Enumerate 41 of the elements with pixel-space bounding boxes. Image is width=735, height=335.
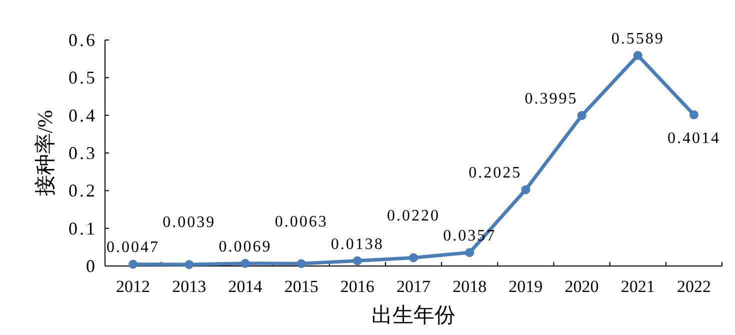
x-tick-label: 2015 [284, 277, 318, 296]
x-tick-label: 2020 [564, 277, 599, 296]
y-tick-label: 0.5 [68, 68, 97, 88]
point [633, 50, 642, 60]
x-tick-label: 2019 [508, 277, 543, 296]
data-label: 0.0063 [274, 213, 328, 230]
data-label: 0.0069 [218, 238, 272, 256]
point [184, 260, 194, 270]
data-label: 0.0039 [162, 214, 216, 232]
x-tick-label: 2012 [116, 277, 150, 296]
point [465, 248, 474, 258]
x-axis-title: 出生年份 [372, 303, 456, 327]
x-tick-label: 2017 [396, 277, 431, 296]
data-label: 0.0220 [387, 208, 440, 225]
x-tick-label: 2016 [340, 277, 374, 296]
y-tick-label: 0.1 [68, 218, 97, 238]
data-label: 0.0047 [106, 239, 160, 256]
point [577, 111, 586, 120]
point [128, 260, 138, 269]
data-label: 0.3995 [524, 90, 578, 108]
data-label: 0.0138 [330, 236, 384, 253]
y-tick-label: 0.4 [68, 105, 97, 126]
x-tick-label: 2021 [620, 277, 655, 296]
x-tick-label: 2018 [452, 277, 487, 296]
point [240, 258, 250, 268]
y-tick-label: 0 [86, 256, 97, 276]
x-tick-label: 2014 [228, 277, 263, 296]
data-label: 0.5589 [611, 30, 664, 48]
y-tick-label: 0.2 [68, 180, 97, 201]
y-tick-label: 0.6 [68, 30, 97, 50]
data-label: 0.4014 [667, 130, 720, 147]
point [521, 185, 530, 194]
point [296, 259, 306, 268]
point [352, 256, 362, 266]
point [689, 110, 698, 120]
y-tick-label: 0.3 [68, 143, 97, 163]
x-tick-label: 2013 [172, 277, 206, 296]
data-label: 0.2025 [468, 164, 522, 182]
x-tick-label: 2022 [676, 277, 711, 296]
point [409, 253, 418, 262]
y-axis-title: 接种率/% [33, 110, 57, 196]
